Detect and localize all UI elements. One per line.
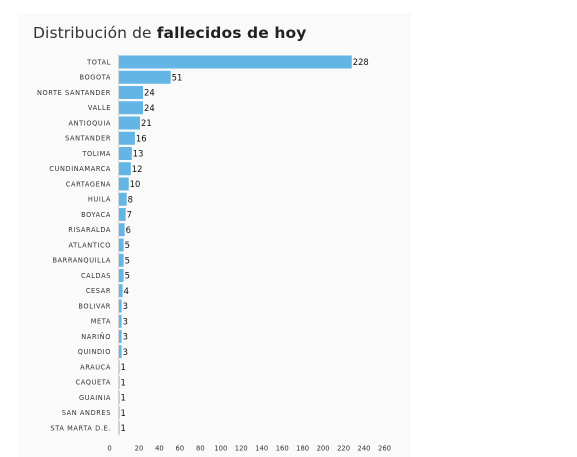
value-label: 228 (353, 57, 369, 67)
value-label: 24 (144, 103, 155, 113)
bar (118, 223, 125, 237)
category-label: HUILA (88, 196, 111, 204)
category-label: RISARALDA (68, 226, 111, 234)
value-label: 16 (136, 133, 147, 143)
value-label: 3 (123, 332, 128, 342)
x-tick-label: 240 (358, 445, 371, 453)
bar (118, 208, 126, 221)
x-tick-label: 20 (135, 445, 144, 453)
category-label: BARRANQUILLA (52, 257, 111, 265)
bar (118, 253, 124, 267)
x-tick-label: 180 (296, 445, 309, 453)
chart-title-bold: fallecidos de hoy (156, 24, 307, 42)
category-label: VALLE (88, 104, 111, 112)
bar (118, 162, 131, 176)
value-label: 4 (124, 286, 129, 296)
value-label: 5 (125, 240, 130, 250)
category-label: TOTAL (86, 58, 111, 66)
value-label: 10 (130, 179, 141, 189)
category-label: CALDAS (81, 272, 111, 280)
value-label: 3 (123, 301, 128, 311)
x-tick-label: 200 (317, 445, 330, 453)
value-label: 13 (133, 149, 144, 159)
value-label: 51 (172, 72, 183, 82)
value-labels: 228 51 24 24 21 16 13 12 10 8 7 6 5 5 5 4 3 3 3 3 1 1 1 1 1 (121, 57, 369, 433)
chart-title-prefix: Distribución de (33, 24, 157, 42)
category-label: SANTANDER (65, 135, 111, 143)
bar-chart: TOTAL BOGOTA NORTE SANTANDER VALLE ANTIOQUIA… (37, 54, 391, 453)
value-label: 3 (123, 347, 128, 357)
bar (118, 147, 132, 160)
category-label: META (91, 318, 111, 326)
bar (118, 101, 144, 115)
bar (118, 314, 122, 328)
x-tick-label: 80 (196, 445, 205, 453)
chart-card: Distribución de fallecidos de hoy TOTAL B… (18, 13, 411, 457)
bars-group (118, 55, 352, 435)
category-label: CAQUETA (76, 379, 111, 387)
category-label: ARAUCA (80, 363, 111, 371)
category-label: ATLANTICO (69, 241, 111, 249)
x-tick-label: 40 (155, 445, 164, 453)
bar (118, 86, 144, 99)
category-label: TOLIMA (81, 150, 111, 158)
x-tick-label: 100 (214, 445, 227, 453)
bar (118, 360, 120, 374)
value-label: 24 (144, 88, 155, 98)
category-label: NORTE SANTANDER (37, 89, 111, 97)
value-label: 21 (141, 118, 152, 128)
x-tick-label: 0 (107, 445, 111, 453)
category-label: BOYACA (81, 211, 111, 219)
x-tick-label: 220 (337, 445, 350, 453)
category-label: NARIÑO (81, 332, 111, 341)
value-label: 6 (126, 225, 131, 235)
bar (118, 345, 122, 359)
category-label: CUNDINAMARCA (49, 165, 111, 173)
value-label: 12 (132, 164, 143, 174)
bar (118, 299, 122, 313)
category-label: SAN ANDRES (62, 409, 111, 417)
bar (118, 269, 124, 282)
bar (118, 330, 122, 343)
category-label: GUAINIA (79, 394, 111, 402)
x-tick-label: 260 (378, 445, 391, 453)
bar (118, 70, 171, 84)
value-label: 5 (125, 271, 130, 281)
bar (118, 177, 129, 191)
category-label: ANTIOQUIA (69, 119, 111, 127)
bar (118, 391, 120, 404)
value-label: 1 (121, 393, 126, 403)
chart-title: Distribución de fallecidos de hoy (33, 24, 306, 42)
value-label: 1 (121, 377, 126, 387)
x-axis-ticks: 0 20 40 60 80 100 120 140 160 180 200 220 240 260 (107, 445, 391, 453)
x-tick-label: 160 (276, 445, 289, 453)
bar (118, 284, 123, 298)
category-label: BOLIVAR (78, 302, 111, 310)
bar (118, 238, 124, 252)
category-label: QUINDIO (78, 348, 111, 356)
bar (118, 406, 120, 420)
bar (118, 192, 127, 206)
category-label: CARTAGENA (66, 180, 111, 188)
category-label: STA MARTA D.E. (50, 424, 111, 432)
value-label: 5 (125, 255, 130, 265)
bar (118, 421, 120, 435)
bar (118, 375, 120, 389)
x-tick-label: 60 (176, 445, 185, 453)
value-label: 8 (128, 194, 133, 204)
value-label: 1 (121, 362, 126, 372)
bar (118, 116, 140, 130)
bar (118, 131, 135, 145)
x-tick-label: 120 (235, 445, 248, 453)
value-label: 7 (127, 210, 132, 220)
value-label: 3 (123, 316, 128, 326)
x-tick-label: 140 (255, 445, 268, 453)
value-label: 1 (121, 408, 126, 418)
bar (118, 55, 352, 69)
category-label: BOGOTA (79, 74, 111, 82)
category-labels: TOTAL BOGOTA NORTE SANTANDER VALLE ANTIOQUIA… (37, 58, 111, 432)
category-label: CESAR (86, 287, 111, 295)
value-label: 1 (121, 423, 126, 433)
